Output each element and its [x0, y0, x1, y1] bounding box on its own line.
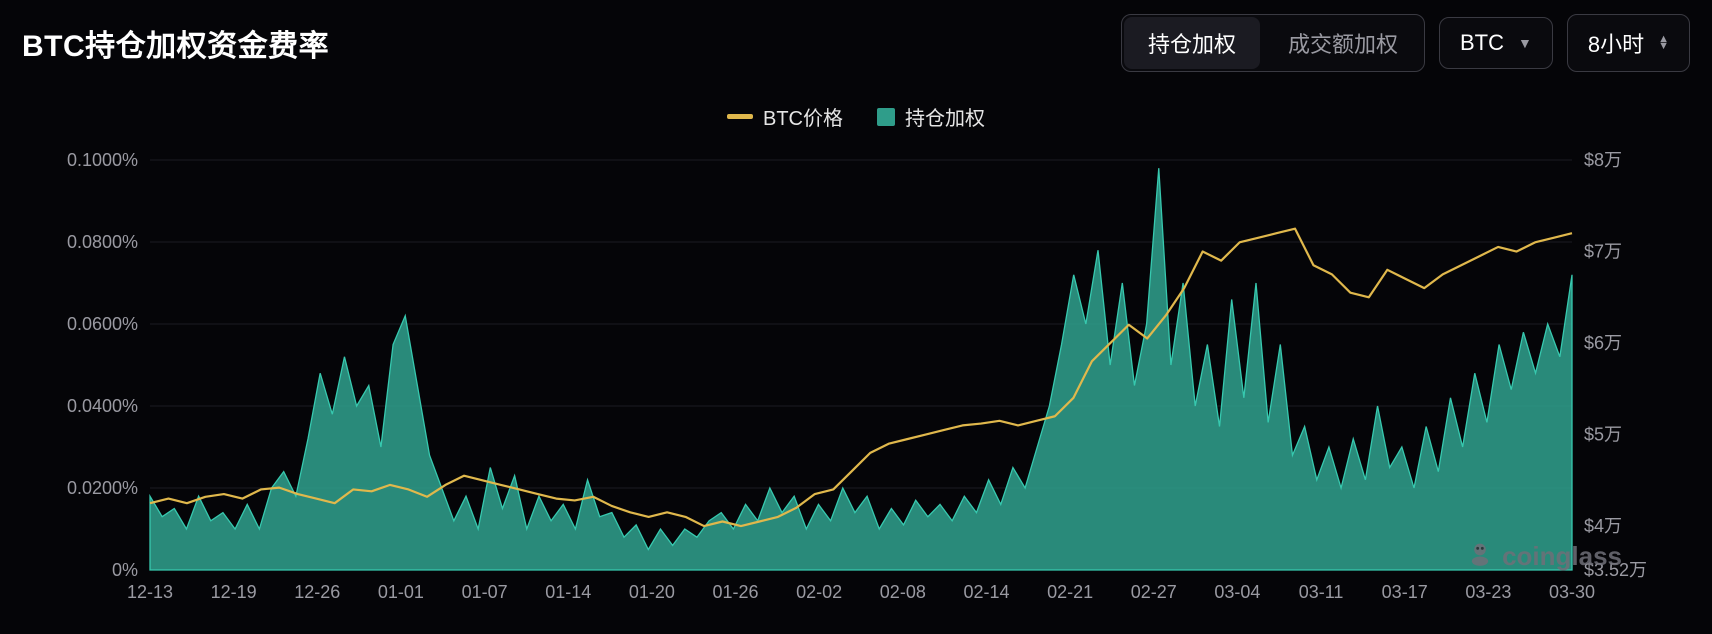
- watermark-text: coinglass: [1502, 541, 1622, 572]
- svg-text:$7万: $7万: [1584, 242, 1622, 262]
- chevron-down-icon: ▼: [1518, 35, 1532, 51]
- svg-text:01-01: 01-01: [378, 582, 424, 602]
- weighting-segmented: 持仓加权 成交额加权: [1121, 14, 1425, 72]
- svg-text:02-14: 02-14: [963, 582, 1009, 602]
- svg-text:0.0400%: 0.0400%: [67, 396, 138, 416]
- svg-text:02-21: 02-21: [1047, 582, 1093, 602]
- svg-text:03-30: 03-30: [1549, 582, 1595, 602]
- svg-text:0.0200%: 0.0200%: [67, 478, 138, 498]
- coin-select[interactable]: BTC ▼: [1439, 17, 1553, 69]
- svg-text:01-26: 01-26: [713, 582, 759, 602]
- svg-text:01-14: 01-14: [545, 582, 591, 602]
- svg-text:0.0800%: 0.0800%: [67, 232, 138, 252]
- page-title: BTC持仓加权资金费率: [22, 21, 329, 65]
- svg-text:$6万: $6万: [1584, 333, 1622, 353]
- tab-volume-weighted[interactable]: 成交额加权: [1262, 15, 1424, 71]
- coin-select-value: BTC: [1460, 30, 1504, 56]
- legend-item-funding[interactable]: 持仓加权: [877, 102, 985, 131]
- svg-text:02-08: 02-08: [880, 582, 926, 602]
- svg-text:0%: 0%: [112, 560, 138, 580]
- svg-text:02-02: 02-02: [796, 582, 842, 602]
- sort-arrows-icon: ▲▼: [1658, 36, 1669, 50]
- svg-text:$8万: $8万: [1584, 150, 1622, 170]
- legend-label-funding: 持仓加权: [905, 102, 985, 131]
- svg-text:01-20: 01-20: [629, 582, 675, 602]
- svg-text:$4万: $4万: [1584, 516, 1622, 536]
- svg-text:12-13: 12-13: [127, 582, 173, 602]
- controls-group: 持仓加权 成交额加权 BTC ▼ 8小时 ▲▼: [1121, 14, 1690, 72]
- svg-text:12-26: 12-26: [294, 582, 340, 602]
- chart-area: 0%0.0200%0.0400%0.0600%0.0800%0.1000%$3.…: [60, 150, 1652, 604]
- tab-oi-weighted[interactable]: 持仓加权: [1124, 17, 1260, 69]
- chart-svg: 0%0.0200%0.0400%0.0600%0.0800%0.1000%$3.…: [60, 150, 1652, 604]
- svg-text:03-23: 03-23: [1465, 582, 1511, 602]
- svg-text:01-07: 01-07: [462, 582, 508, 602]
- svg-text:03-11: 03-11: [1299, 582, 1344, 602]
- legend-swatch-funding: [877, 108, 895, 126]
- coinglass-logo-icon: [1466, 539, 1494, 574]
- svg-text:12-19: 12-19: [211, 582, 257, 602]
- chart-header: BTC持仓加权资金费率 持仓加权 成交额加权 BTC ▼ 8小时 ▲▼: [0, 0, 1712, 72]
- svg-text:03-17: 03-17: [1382, 582, 1428, 602]
- svg-text:02-27: 02-27: [1131, 582, 1177, 602]
- svg-text:03-04: 03-04: [1214, 582, 1260, 602]
- legend-item-price[interactable]: BTC价格: [727, 102, 843, 131]
- chart-legend: BTC价格 持仓加权: [0, 102, 1712, 131]
- interval-select[interactable]: 8小时 ▲▼: [1567, 14, 1690, 72]
- svg-text:$5万: $5万: [1584, 425, 1622, 445]
- watermark: coinglass: [1466, 539, 1622, 574]
- svg-text:0.0600%: 0.0600%: [67, 314, 138, 334]
- legend-swatch-price: [727, 114, 753, 119]
- interval-select-value: 8小时: [1588, 27, 1644, 59]
- svg-text:0.1000%: 0.1000%: [67, 150, 138, 170]
- legend-label-price: BTC价格: [763, 102, 843, 131]
